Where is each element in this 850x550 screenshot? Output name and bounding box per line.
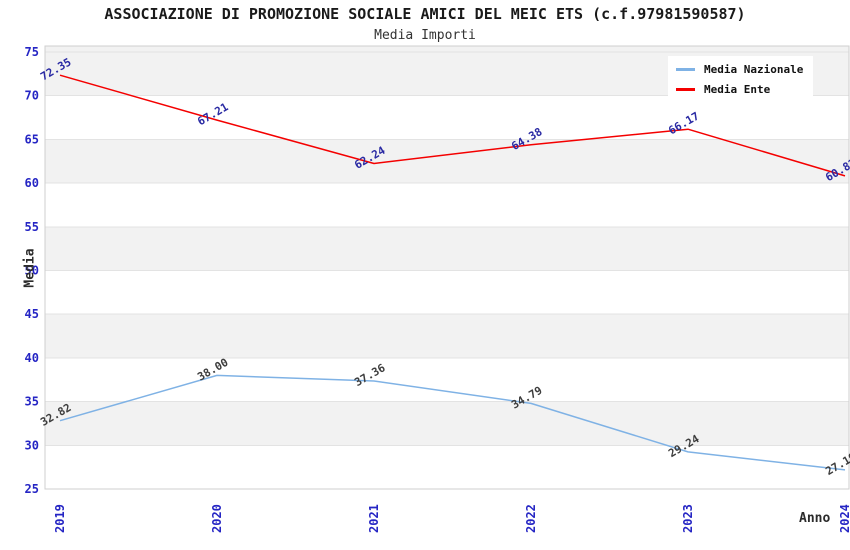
plot-band (45, 314, 849, 358)
series-line-media-nazionale[interactable] (59, 374, 846, 471)
data-label-media-nazionale: 37.36 (352, 361, 388, 389)
plot-band (45, 139, 849, 184)
legend-label-media-nazionale: Media Nazionale (704, 63, 804, 76)
y-tick-label: 65 (25, 132, 39, 146)
y-axis-title: Media (22, 248, 38, 288)
y-tick-label: 35 (25, 395, 39, 409)
y-tick-label: 55 (25, 220, 39, 234)
y-tick-label: 50 (25, 264, 39, 278)
x-tick-label: 2024 (838, 504, 850, 533)
data-label-media-nazionale: 27.19 (823, 450, 850, 478)
x-tick-label: 2021 (367, 504, 381, 533)
legend-item-media-ente[interactable]: Media Ente (676, 83, 803, 96)
data-label-media-ente: 67.21 (195, 100, 231, 128)
y-tick-label: 60 (25, 176, 39, 190)
legend-swatch-media-ente (676, 88, 695, 91)
chart-title: ASSOCIAZIONE DI PROMOZIONE SOCIALE AMICI… (104, 5, 746, 23)
series-line-media-ente[interactable] (59, 74, 846, 177)
y-tick-label: 40 (25, 351, 39, 365)
plot-band (45, 401, 849, 446)
plot-band (45, 226, 849, 271)
x-axis-title: Anno (799, 511, 831, 526)
data-label-media-nazionale: 38.00 (195, 356, 230, 384)
y-tick-label: 45 (25, 307, 39, 321)
x-tick-label: 2023 (681, 504, 695, 533)
legend-swatch-media-nazionale (676, 68, 695, 71)
y-tick-label: 25 (25, 482, 39, 496)
y-tick-label: 70 (25, 89, 39, 103)
x-tick-label: 2019 (53, 504, 67, 533)
x-tick-label: 2022 (524, 504, 538, 533)
chart-subtitle: Media Importi (374, 28, 476, 43)
legend-label-media-ente: Media Ente (704, 83, 771, 96)
plot-border (44, 45, 850, 490)
x-tick-label: 2020 (210, 504, 224, 533)
legend-item-media-nazionale[interactable]: Media Nazionale (676, 63, 803, 76)
legend: Media Nazionale Media Ente (668, 56, 814, 103)
y-tick-label: 30 (25, 438, 39, 452)
data-label-media-ente: 66.17 (666, 110, 701, 138)
y-tick-label: 75 (25, 45, 39, 59)
